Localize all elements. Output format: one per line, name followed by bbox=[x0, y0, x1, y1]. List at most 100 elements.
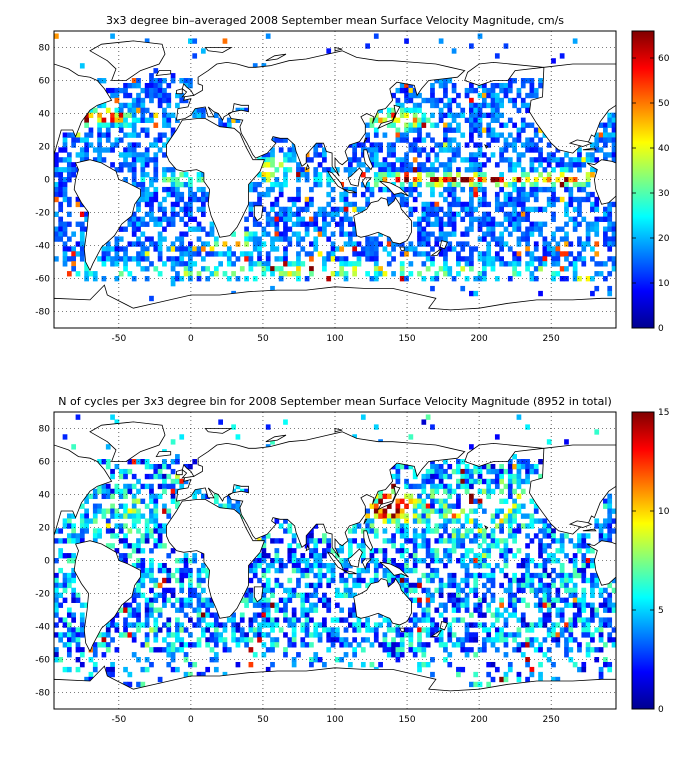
heatmap-cell bbox=[564, 236, 569, 242]
heatmap-cell bbox=[144, 617, 150, 623]
heatmap-cell bbox=[438, 587, 444, 594]
heatmap-cell bbox=[481, 221, 487, 227]
heatmap-cell bbox=[443, 256, 448, 262]
heatmap-cell bbox=[538, 572, 543, 579]
heatmap-cell bbox=[54, 157, 59, 163]
heatmap-cell bbox=[434, 498, 440, 504]
heatmap-cell bbox=[546, 523, 552, 529]
heatmap-cell bbox=[581, 622, 587, 628]
heatmap-cell bbox=[162, 206, 167, 213]
heatmap-cell bbox=[352, 622, 358, 628]
heatmap-cell bbox=[594, 226, 600, 232]
heatmap-cell bbox=[257, 251, 262, 257]
heatmap-cell bbox=[568, 538, 574, 544]
heatmap-cell bbox=[568, 186, 574, 193]
heatmap-cell bbox=[84, 157, 89, 163]
heatmap-cell bbox=[473, 172, 479, 178]
heatmap-cell bbox=[343, 627, 349, 633]
heatmap-cell bbox=[494, 538, 500, 544]
heatmap-cell bbox=[304, 221, 310, 227]
heatmap-cell bbox=[460, 266, 466, 272]
heatmap-cell bbox=[157, 562, 163, 569]
heatmap-cell bbox=[166, 572, 172, 579]
heatmap-cell bbox=[291, 567, 297, 574]
heatmap-cell bbox=[373, 627, 379, 633]
heatmap-cell bbox=[503, 211, 509, 218]
heatmap-cell bbox=[559, 543, 565, 549]
heatmap-cell bbox=[88, 671, 94, 678]
heatmap-cell bbox=[438, 592, 444, 599]
heatmap-cell bbox=[525, 102, 530, 109]
heatmap-cell bbox=[546, 157, 552, 163]
heatmap-cell bbox=[157, 627, 163, 633]
heatmap-cell bbox=[473, 637, 479, 643]
heatmap-cell bbox=[192, 607, 198, 613]
heatmap-cell bbox=[559, 266, 565, 272]
heatmap-cell bbox=[123, 132, 128, 138]
heatmap-cell bbox=[205, 622, 211, 628]
heatmap-cell bbox=[382, 518, 388, 524]
heatmap-cell bbox=[594, 132, 600, 138]
heatmap-cell bbox=[529, 181, 535, 188]
heatmap-cell bbox=[127, 602, 133, 608]
heatmap-cell bbox=[153, 582, 159, 589]
heatmap-cell bbox=[170, 206, 176, 213]
heatmap-cell bbox=[520, 562, 526, 569]
x-tick-label: 250 bbox=[543, 715, 560, 725]
heatmap-cell bbox=[391, 256, 396, 262]
heatmap-cell bbox=[304, 567, 310, 574]
heatmap-cell bbox=[114, 92, 120, 99]
heatmap-cell bbox=[84, 117, 89, 123]
heatmap-cell bbox=[490, 92, 496, 99]
heatmap-cell bbox=[304, 152, 310, 158]
heatmap-cell bbox=[313, 221, 319, 227]
heatmap-cell bbox=[490, 231, 496, 237]
heatmap-cell bbox=[296, 261, 301, 267]
heatmap-cell bbox=[97, 483, 102, 490]
heatmap-cell bbox=[581, 553, 587, 559]
heatmap-cell bbox=[347, 587, 353, 594]
heatmap-cell bbox=[564, 221, 569, 227]
heatmap-cell bbox=[166, 177, 172, 183]
heatmap-cell bbox=[417, 102, 422, 109]
heatmap-cell bbox=[590, 142, 595, 148]
heatmap-cell bbox=[577, 211, 582, 218]
heatmap-cell bbox=[460, 602, 466, 608]
heatmap-cell bbox=[296, 592, 301, 599]
heatmap-cell bbox=[257, 553, 262, 559]
heatmap-cell bbox=[248, 266, 254, 272]
heatmap-cell bbox=[213, 632, 219, 638]
heatmap-cell bbox=[257, 201, 262, 208]
heatmap-cell bbox=[179, 577, 185, 584]
heatmap-cell bbox=[62, 518, 68, 524]
heatmap-cell bbox=[326, 627, 332, 633]
heatmap-cell bbox=[261, 592, 267, 599]
heatmap-cell bbox=[278, 627, 284, 633]
heatmap-cell bbox=[79, 627, 85, 633]
heatmap-cell bbox=[265, 191, 271, 198]
heatmap-cell bbox=[572, 558, 578, 564]
heatmap-cell bbox=[499, 246, 504, 252]
heatmap-cell bbox=[378, 271, 383, 277]
heatmap-cell bbox=[542, 261, 548, 267]
heatmap-cell bbox=[54, 226, 59, 232]
land-outline bbox=[361, 177, 372, 189]
heatmap-cell bbox=[248, 597, 254, 603]
heatmap-cell bbox=[101, 652, 107, 658]
heatmap-cell bbox=[460, 617, 466, 623]
heatmap-cell bbox=[417, 617, 422, 623]
heatmap-cell bbox=[481, 627, 487, 633]
heatmap-cell bbox=[322, 157, 327, 163]
heatmap-cell bbox=[101, 102, 107, 109]
heatmap-cell bbox=[477, 251, 483, 257]
heatmap-cell bbox=[123, 493, 128, 500]
heatmap-cell bbox=[507, 211, 513, 218]
heatmap-cell bbox=[473, 216, 479, 222]
heatmap-cell bbox=[460, 231, 466, 237]
heatmap-cell bbox=[339, 246, 345, 252]
heatmap-cell bbox=[516, 473, 522, 480]
heatmap-cell bbox=[412, 528, 418, 534]
heatmap-cell bbox=[477, 196, 483, 203]
heatmap-cell bbox=[248, 577, 254, 584]
heatmap-cell bbox=[66, 533, 72, 539]
